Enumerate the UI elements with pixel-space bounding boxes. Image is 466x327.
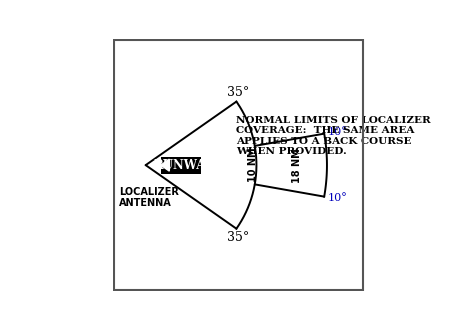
Text: RUNWAY: RUNWAY <box>153 159 213 172</box>
Text: 35°: 35° <box>226 231 249 244</box>
Text: 10 NM: 10 NM <box>247 148 258 182</box>
Text: 10°: 10° <box>327 193 347 203</box>
Text: NORMAL LIMITS OF LOCALIZER
COVERAGE:  THE SAME AREA
APPLIES TO A BACK COURSE
WHE: NORMAL LIMITS OF LOCALIZER COVERAGE: THE… <box>236 116 431 156</box>
Polygon shape <box>161 159 169 171</box>
Text: 35°: 35° <box>226 86 249 99</box>
Text: 10°: 10° <box>327 128 347 137</box>
Text: LOCALIZER
ANTENNA: LOCALIZER ANTENNA <box>119 186 179 208</box>
Bar <box>161 157 201 174</box>
Text: 18 NM: 18 NM <box>292 148 302 182</box>
